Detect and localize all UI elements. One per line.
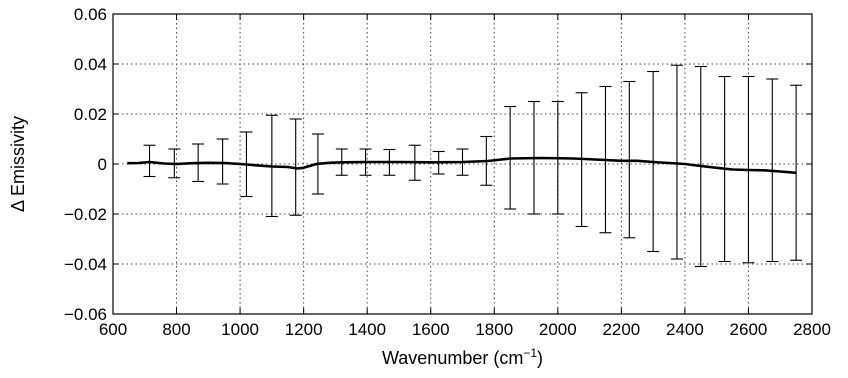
y-tick-label: −0.04 [64,255,107,274]
x-axis-title-main: Wavenumber (cm [382,348,523,368]
x-tick-label: 2000 [539,320,577,339]
y-tick-label: −0.06 [64,305,107,324]
x-axis-title-close: ) [537,348,543,368]
y-axis-title: Δ Emissivity [8,116,28,212]
y-tick-label: −0.02 [64,205,107,224]
x-tick-label: 2800 [793,320,831,339]
x-tick-label: 1000 [221,320,259,339]
y-tick-label: 0.02 [74,105,107,124]
y-tick-label: 0.06 [74,5,107,24]
x-tick-label: 600 [99,320,127,339]
x-tick-label: 1400 [348,320,386,339]
y-tick-label: 0 [98,155,107,174]
x-tick-label: 800 [162,320,190,339]
x-tick-label: 2400 [666,320,704,339]
x-tick-label: 1600 [412,320,450,339]
x-axis-ticks: 600 800 1000 1200 1400 1600 1800 2000 2200 2400 26… [99,14,831,339]
x-axis-title-sup: −1 [523,346,537,360]
error-bar [670,64,683,260]
error-bar [790,84,803,261]
x-tick-label: 2600 [730,320,768,339]
x-tick-label: 2200 [602,320,640,339]
y-axis-ticks: −0.06 −0.04 −0.02 0 0.02 0.04 0.06 [64,5,812,324]
x-tick-label: 1200 [285,320,323,339]
delta-emissivity-line [127,156,797,175]
y-tick-label: 0.04 [74,55,107,74]
error-bar [216,138,229,185]
x-tick-label: 1800 [475,320,513,339]
x-axis-title: Wavenumber (cm−1) [382,346,543,368]
